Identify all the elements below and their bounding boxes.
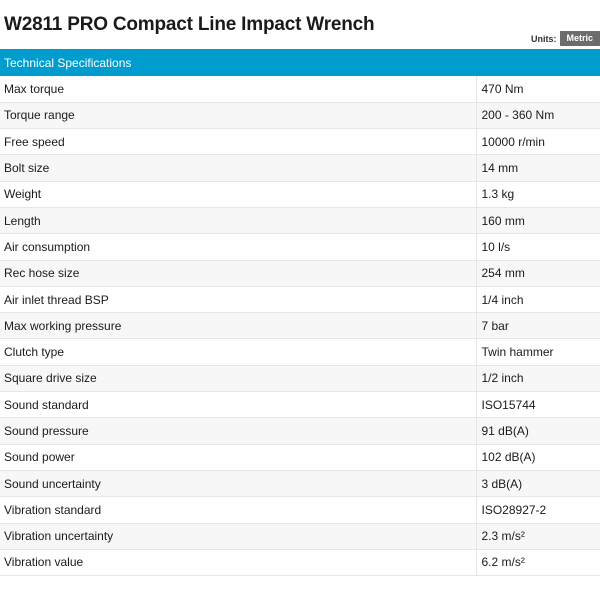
spec-name: Length [0,207,476,235]
units-label: Units: [530,33,557,44]
spec-row: Air consumption 10 l/s [0,233,600,261]
spec-row: Sound standard ISO15744 [0,391,600,419]
spec-value: 91 dB(A) [475,417,600,445]
spec-value: Twin hammer [475,338,600,366]
spec-value: 1.3 kg [475,181,600,208]
spec-name: Sound standard [0,391,476,419]
spec-row: Vibration uncertainty 2.3 m/s² [0,523,600,550]
spec-value: 7 bar [475,312,600,340]
spec-name: Torque range [0,102,476,130]
spec-row: Sound power 102 dB(A) [0,444,600,471]
spec-name: Clutch type [0,338,476,366]
spec-row: Length 160 mm [0,207,600,235]
spec-row: Clutch type Twin hammer [0,338,600,366]
spec-name: Free speed [0,128,476,156]
spec-name: Max working pressure [0,312,476,340]
spec-value: 1/2 inch [475,365,600,393]
page-title: W2811 PRO Compact Line Impact Wrench [4,14,375,35]
spec-value: 470 Nm [475,76,600,103]
spec-value: 200 - 360 Nm [475,102,600,130]
spec-name: Sound pressure [0,417,476,445]
spec-table: Max torque 470 Nm Torque range 200 - 360 Nm… [0,76,600,577]
spec-value: ISO15744 [475,391,600,419]
spec-row: Max working pressure 7 bar [0,312,600,340]
spec-value: 10000 r/min [475,128,600,156]
spec-name: Rec hose size [0,260,476,287]
spec-name: Sound power [0,444,476,471]
spec-value: 3 dB(A) [475,470,600,498]
spec-name: Air inlet thread BSP [0,286,476,314]
units-toggle-button[interactable]: Metric [560,31,600,46]
spec-row: Torque range 200 - 360 Nm [0,102,600,130]
spec-name: Weight [0,181,476,208]
units-selector: Units: Metric [531,31,600,46]
spec-value: 6.2 m/s² [475,549,600,577]
spec-name: Vibration uncertainty [0,523,476,550]
spec-value: 160 mm [475,207,600,235]
spec-value: 2.3 m/s² [475,523,600,550]
spec-row: Max torque 470 Nm [0,76,600,103]
spec-name: Air consumption [0,233,476,261]
spec-row: Vibration standard ISO28927-2 [0,496,600,524]
spec-row: Square drive size 1/2 inch [0,365,600,393]
section-header: Technical Specifications [0,49,600,76]
spec-name: Square drive size [0,365,476,393]
spec-row: Vibration value 6.2 m/s² [0,549,600,577]
spec-name: Sound uncertainty [0,470,476,498]
spec-value: ISO28927-2 [475,496,600,524]
spec-row: Sound pressure 91 dB(A) [0,417,600,445]
spec-value: 14 mm [475,154,600,182]
spec-row: Weight 1.3 kg [0,181,600,208]
spec-row: Rec hose size 254 mm [0,260,600,287]
spec-row: Bolt size 14 mm [0,154,600,182]
spec-row: Sound uncertainty 3 dB(A) [0,470,600,498]
spec-value: 10 l/s [475,233,600,261]
spec-name: Max torque [0,76,476,103]
spec-name: Bolt size [0,154,476,182]
spec-value: 1/4 inch [475,286,600,314]
spec-value: 254 mm [475,260,600,287]
spec-row: Free speed 10000 r/min [0,128,600,156]
spec-row: Air inlet thread BSP 1/4 inch [0,286,600,314]
spec-name: Vibration standard [0,496,476,524]
spec-value: 102 dB(A) [475,444,600,471]
spec-name: Vibration value [0,549,476,577]
